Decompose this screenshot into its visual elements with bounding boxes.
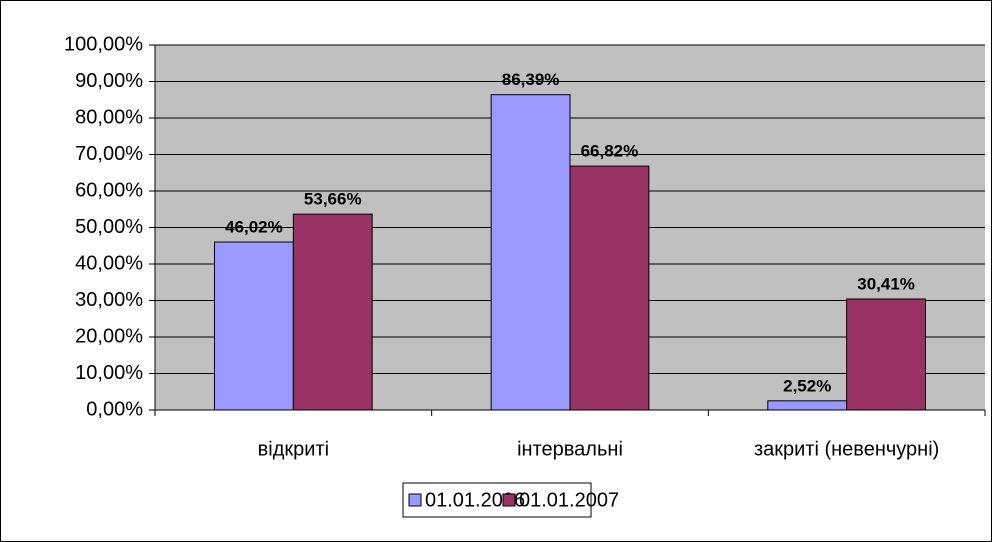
data-label: 46,02% <box>225 218 283 237</box>
x-tick-label: закриті (невенчурні) <box>754 438 939 460</box>
data-label: 2,52% <box>783 376 831 395</box>
y-tick-label: 10,00% <box>75 362 143 384</box>
y-tick-label: 50,00% <box>75 216 143 238</box>
bar <box>767 400 848 411</box>
legend-label: 01.01.2007 <box>519 489 619 511</box>
y-tick-label: 100,00% <box>64 33 143 55</box>
x-tick-label: інтервальні <box>517 438 623 460</box>
y-tick-label: 30,00% <box>75 289 143 311</box>
legend-swatch <box>502 493 516 507</box>
data-label: 66,82% <box>581 142 639 161</box>
bar <box>846 298 927 411</box>
y-tick-label: 90,00% <box>75 70 143 92</box>
data-label: 86,39% <box>502 70 560 89</box>
data-label: 30,41% <box>857 274 915 293</box>
bar <box>490 94 571 411</box>
legend-label: 01.01.2006 <box>425 489 525 511</box>
bar <box>569 165 650 411</box>
x-tick-label: відкриті <box>258 438 329 460</box>
bar <box>292 213 373 411</box>
y-tick-label: 60,00% <box>75 179 143 201</box>
y-tick-label: 20,00% <box>75 325 143 347</box>
y-tick-label: 0,00% <box>86 398 143 420</box>
bar <box>213 241 294 411</box>
legend-swatch <box>408 493 422 507</box>
y-tick-label: 70,00% <box>75 143 143 165</box>
data-label: 53,66% <box>304 190 362 209</box>
y-tick-label: 40,00% <box>75 252 143 274</box>
legend-box <box>402 482 592 518</box>
y-tick-label: 80,00% <box>75 106 143 128</box>
